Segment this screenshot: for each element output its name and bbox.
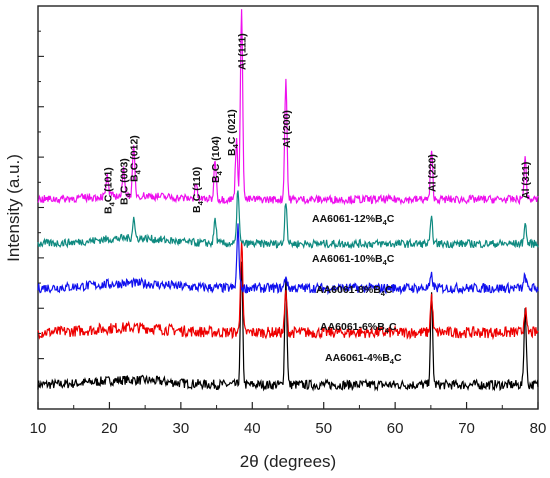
label-part: C (021) bbox=[226, 109, 238, 144]
peak-label: B4C (110) bbox=[191, 167, 205, 213]
label-part: Al (220) bbox=[427, 154, 439, 192]
label-part: 4 bbox=[107, 201, 116, 206]
label-part: C (012) bbox=[129, 135, 141, 170]
x-tick-label: 40 bbox=[244, 420, 261, 437]
series-name-label: AA6061-10%B4C bbox=[312, 253, 395, 267]
label-part: Al (311) bbox=[520, 162, 532, 199]
label-part: B bbox=[191, 205, 203, 213]
y-axis bbox=[38, 30, 44, 385]
label-part: 4 bbox=[215, 170, 224, 175]
label-part: Al (111) bbox=[237, 33, 249, 70]
label-part: 4 bbox=[196, 200, 205, 205]
label-part: 4 bbox=[134, 169, 143, 174]
label-part: AA6061-10%B bbox=[312, 253, 383, 265]
x-axis: 10 20 30 40 50 60 70 80 bbox=[30, 402, 547, 437]
label-part: 4 bbox=[383, 258, 388, 267]
x-tick-label: 30 bbox=[173, 420, 190, 437]
label-part: 4 bbox=[124, 192, 133, 197]
label-part: B bbox=[210, 175, 222, 183]
label-part: C bbox=[385, 284, 393, 296]
label-part: AA6061-8%B bbox=[316, 284, 381, 296]
series-label-layer: AA6061-12%B4CAA6061-10%B4CAA6061-8%B4CAA… bbox=[312, 213, 402, 366]
x-tick-label: 20 bbox=[101, 420, 118, 437]
x-tick-label: 80 bbox=[530, 420, 547, 437]
series-layer bbox=[37, 9, 539, 392]
series-name-label: AA6061-12%B4C bbox=[312, 213, 395, 227]
x-tick-label: 10 bbox=[30, 420, 47, 437]
peak-label: Al (200) bbox=[281, 110, 293, 148]
peak-label: Al (111) bbox=[237, 33, 249, 70]
label-part: C bbox=[387, 253, 395, 265]
series-line bbox=[37, 9, 539, 206]
series-name-label: AA6061-4%B4C bbox=[325, 352, 402, 366]
label-part: C bbox=[389, 321, 397, 333]
label-part: AA6061-6%B bbox=[320, 321, 385, 333]
label-part: 4 bbox=[385, 326, 390, 335]
peak-label: B4C (101) bbox=[102, 167, 116, 214]
x-tick-label: 60 bbox=[387, 420, 404, 437]
peak-label: B4C (021) bbox=[226, 109, 240, 156]
peak-label: Al (220) bbox=[427, 154, 439, 192]
peak-label: B4C (012) bbox=[129, 135, 143, 182]
series-line bbox=[37, 190, 539, 250]
series-name-label: AA6061-8%B4C bbox=[316, 284, 393, 298]
label-part: C bbox=[387, 213, 395, 225]
label-part: Al (200) bbox=[281, 110, 293, 148]
x-tick-label: 50 bbox=[315, 420, 332, 437]
label-part: C (110) bbox=[191, 167, 203, 201]
peak-label: Al (311) bbox=[520, 162, 532, 199]
series-line bbox=[37, 261, 539, 392]
peak-label: B4C (104) bbox=[210, 136, 224, 183]
y-axis-title: Intensity (a.u.) bbox=[4, 154, 23, 262]
label-part: B bbox=[119, 197, 131, 205]
peak-label-layer: B4C (101) B4C (003)B4C (012)B4C (110) B4C … bbox=[102, 33, 532, 214]
series-line bbox=[37, 240, 539, 341]
label-part: 4 bbox=[390, 357, 395, 366]
label-part: C (104) bbox=[210, 136, 222, 171]
x-axis-title: 2θ (degrees) bbox=[240, 452, 336, 471]
label-part: C bbox=[394, 352, 402, 364]
series-line bbox=[37, 223, 539, 296]
label-part: B bbox=[102, 206, 114, 214]
label-part: C (101) bbox=[102, 167, 114, 202]
label-part: 4 bbox=[231, 143, 240, 148]
label-part: 4 bbox=[381, 289, 386, 298]
label-part: B bbox=[226, 148, 238, 156]
label-part: C (003) bbox=[119, 158, 131, 193]
label-part: AA6061-4%B bbox=[325, 352, 390, 364]
label-part: AA6061-12%B bbox=[312, 213, 383, 225]
label-part: 4 bbox=[383, 218, 388, 227]
peak-label: B4C (003) bbox=[119, 158, 133, 205]
series-name-label: AA6061-6%B4C bbox=[320, 321, 397, 335]
x-tick-label: 70 bbox=[458, 420, 475, 437]
label-part: B bbox=[129, 174, 141, 182]
